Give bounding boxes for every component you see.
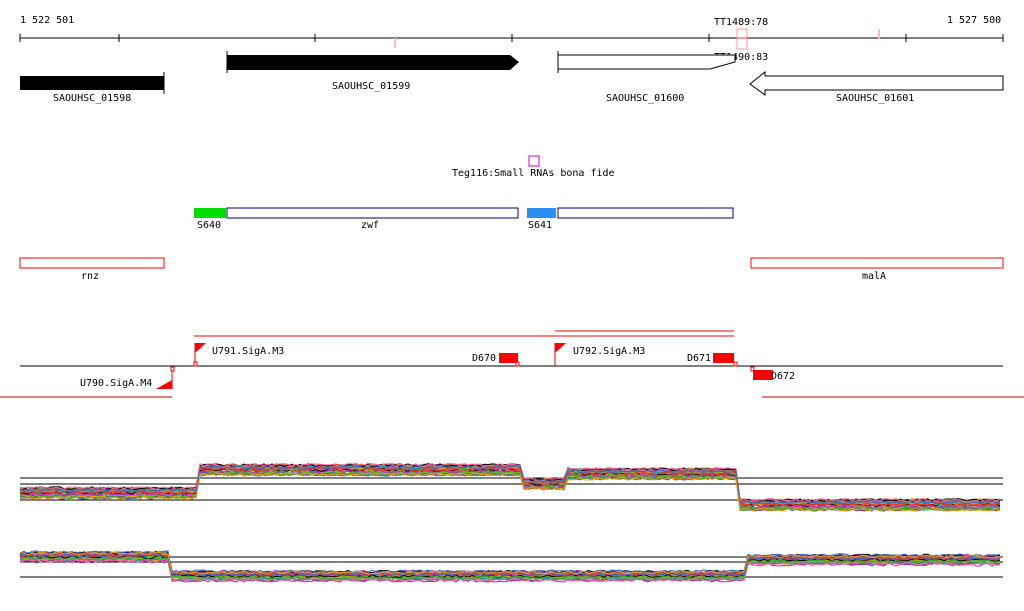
gene-saouhsc-01601[interactable]: SAOUHSC_01601: [749, 70, 1004, 104]
promoter-u790[interactable]: U790.SigA.M4: [80, 366, 175, 389]
gene-track: SAOUHSC_01598 SAOUHSC_01599 SAOUHSC_0160…: [20, 51, 1004, 104]
gene-saouhsc-01599[interactable]: SAOUHSC_01599: [226, 51, 519, 92]
svg-text:zwf: zwf: [361, 220, 379, 231]
expression-line: [19, 467, 1001, 507]
expression-profiles: [19, 462, 1003, 583]
srna-teg116[interactable]: Teg116:Small RNAs bona fide: [452, 155, 615, 179]
terminator-tt1489[interactable]: TT1489:78: [714, 17, 768, 28]
terminator-tt1490[interactable]: TT1490:83: [714, 52, 768, 63]
segment-track: S640 zwf S641: [194, 207, 734, 231]
operon-malA[interactable]: [750, 257, 1004, 269]
expression-line: [19, 472, 1001, 512]
svg-text:Teg116:Small RNAs bona fide: Teg116:Small RNAs bona fide: [452, 168, 615, 179]
svg-text:D672: D672: [771, 371, 795, 382]
gene-saouhsc-01600[interactable]: SAOUHSC_01600: [557, 51, 736, 104]
expression-line: [19, 462, 1001, 503]
gene-saouhsc-01598[interactable]: SAOUHSC_01598: [20, 72, 165, 104]
svg-text:malA: malA: [862, 271, 886, 282]
ruler-end: 1 527 500: [947, 15, 1001, 26]
expression-line: [19, 558, 1001, 582]
svg-text:U792.SigA.M3: U792.SigA.M3: [573, 346, 645, 357]
segment-s640[interactable]: [194, 208, 226, 218]
expression-line: [19, 551, 1001, 575]
operon-rnz[interactable]: [19, 257, 165, 269]
svg-text:SAOUHSC_01599: SAOUHSC_01599: [332, 81, 410, 92]
svg-text:U790.SigA.M4: U790.SigA.M4: [80, 378, 152, 389]
downstream-d670[interactable]: D670: [472, 353, 520, 367]
svg-text:D670: D670: [472, 353, 496, 364]
coordinate-ruler: 1 522 501 1 527 500 TT1489:78 TT1490:83: [19, 15, 1004, 63]
promoter-u791[interactable]: U791.SigA.M3: [193, 343, 284, 367]
segment-zwf[interactable]: [226, 207, 519, 219]
promoter-track: U790.SigA.M4 U791.SigA.M3 U792.SigA.M3 D…: [0, 330, 1024, 398]
expression-line: [19, 465, 1001, 505]
svg-text:S640: S640: [197, 220, 221, 231]
downstream-d672[interactable]: D672: [750, 366, 795, 382]
svg-text:SAOUHSC_01598: SAOUHSC_01598: [53, 93, 131, 104]
segment-unnamed[interactable]: [557, 207, 734, 219]
expression-line: [19, 553, 1001, 577]
downstream-d671[interactable]: D671: [687, 353, 738, 367]
svg-text:D671: D671: [687, 353, 711, 364]
expression-line: [19, 556, 1001, 580]
svg-text:rnz: rnz: [81, 271, 99, 282]
svg-text:S641: S641: [528, 220, 552, 231]
svg-text:SAOUHSC_01601: SAOUHSC_01601: [836, 93, 914, 104]
ruler-start: 1 522 501: [20, 15, 74, 26]
promoter-u792[interactable]: U792.SigA.M3: [554, 343, 645, 366]
operon-track: rnz malA: [19, 257, 1004, 282]
svg-text:SAOUHSC_01600: SAOUHSC_01600: [606, 93, 684, 104]
svg-text:U791.SigA.M3: U791.SigA.M3: [212, 346, 284, 357]
segment-s641[interactable]: [527, 208, 556, 218]
